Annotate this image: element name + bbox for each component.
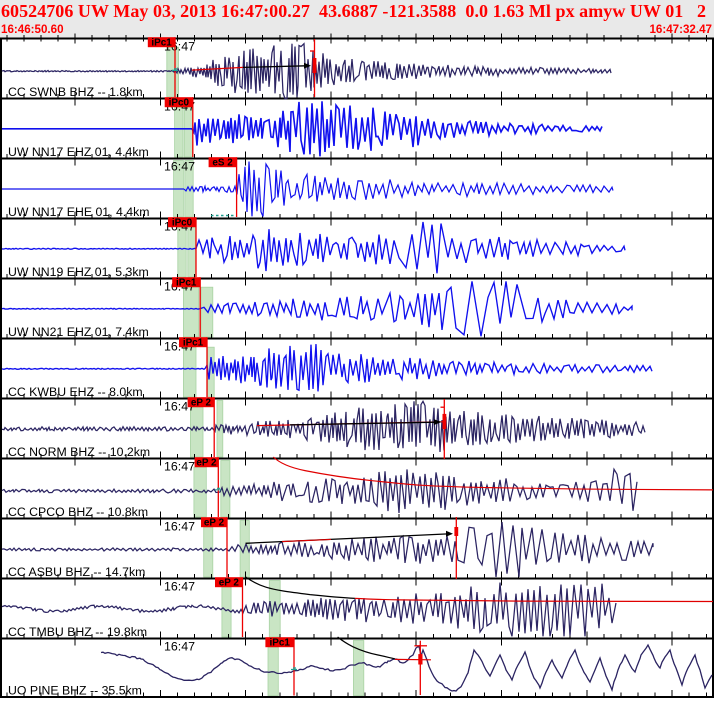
svg-text:UW NN17 EHZ 01, 4.4km: UW NN17 EHZ 01, 4.4km: [8, 145, 149, 159]
svg-text:CC NORM BHZ -- 10.2km: CC NORM BHZ -- 10.2km: [8, 445, 150, 459]
svg-text:iPc1: iPc1: [270, 638, 291, 649]
svg-text:eP 2: eP 2: [196, 458, 217, 469]
svg-text:eP 2: eP 2: [219, 578, 240, 589]
svg-text:eP 2: eP 2: [191, 398, 212, 409]
svg-text:16:47: 16:47: [164, 580, 195, 594]
svg-text:iPc1: iPc1: [183, 338, 204, 349]
svg-text:16:47:32.47: 16:47:32.47: [649, 23, 712, 36]
svg-text:iPc0: iPc0: [169, 98, 190, 109]
svg-text:16:46:50.60: 16:46:50.60: [1, 23, 64, 36]
svg-text:UW NN17 EHE 01, 4.4km: UW NN17 EHE 01, 4.4km: [8, 205, 149, 219]
svg-text:CC TMBU BHZ -- 19.8km: CC TMBU BHZ -- 19.8km: [8, 625, 147, 639]
svg-text:16:47: 16:47: [164, 520, 195, 534]
svg-text:UW NN21 EHZ 01, 7.4km: UW NN21 EHZ 01, 7.4km: [8, 325, 149, 339]
svg-text:CC ASBU BHZ -- 14.7km: CC ASBU BHZ -- 14.7km: [8, 565, 145, 579]
svg-text:iPc1: iPc1: [151, 38, 172, 49]
svg-text:iPc0: iPc0: [172, 218, 193, 229]
svg-text:16:47: 16:47: [164, 640, 195, 654]
svg-text:16:47: 16:47: [164, 160, 195, 174]
svg-text:CC KWBU EHZ -- 8.0km: CC KWBU EHZ -- 8.0km: [8, 385, 143, 399]
svg-text:eS 2: eS 2: [212, 158, 233, 169]
svg-text:CC SWNB BHZ -- 1.8km: CC SWNB BHZ -- 1.8km: [8, 85, 143, 99]
svg-text:UW NN19 EHZ 01, 5.3km: UW NN19 EHZ 01, 5.3km: [8, 265, 149, 279]
svg-text:CC CPCO BHZ -- 10.8km: CC CPCO BHZ -- 10.8km: [8, 505, 148, 519]
svg-text:60524706 UW May 03, 2013 16:47: 60524706 UW May 03, 2013 16:47:00.27 43.…: [1, 1, 706, 21]
svg-text:16:47: 16:47: [164, 460, 195, 474]
svg-text:UO PINE BHZ -- 35.5km: UO PINE BHZ -- 35.5km: [8, 684, 142, 698]
svg-text:eP 2: eP 2: [204, 518, 225, 529]
svg-text:iPc1: iPc1: [176, 278, 197, 289]
